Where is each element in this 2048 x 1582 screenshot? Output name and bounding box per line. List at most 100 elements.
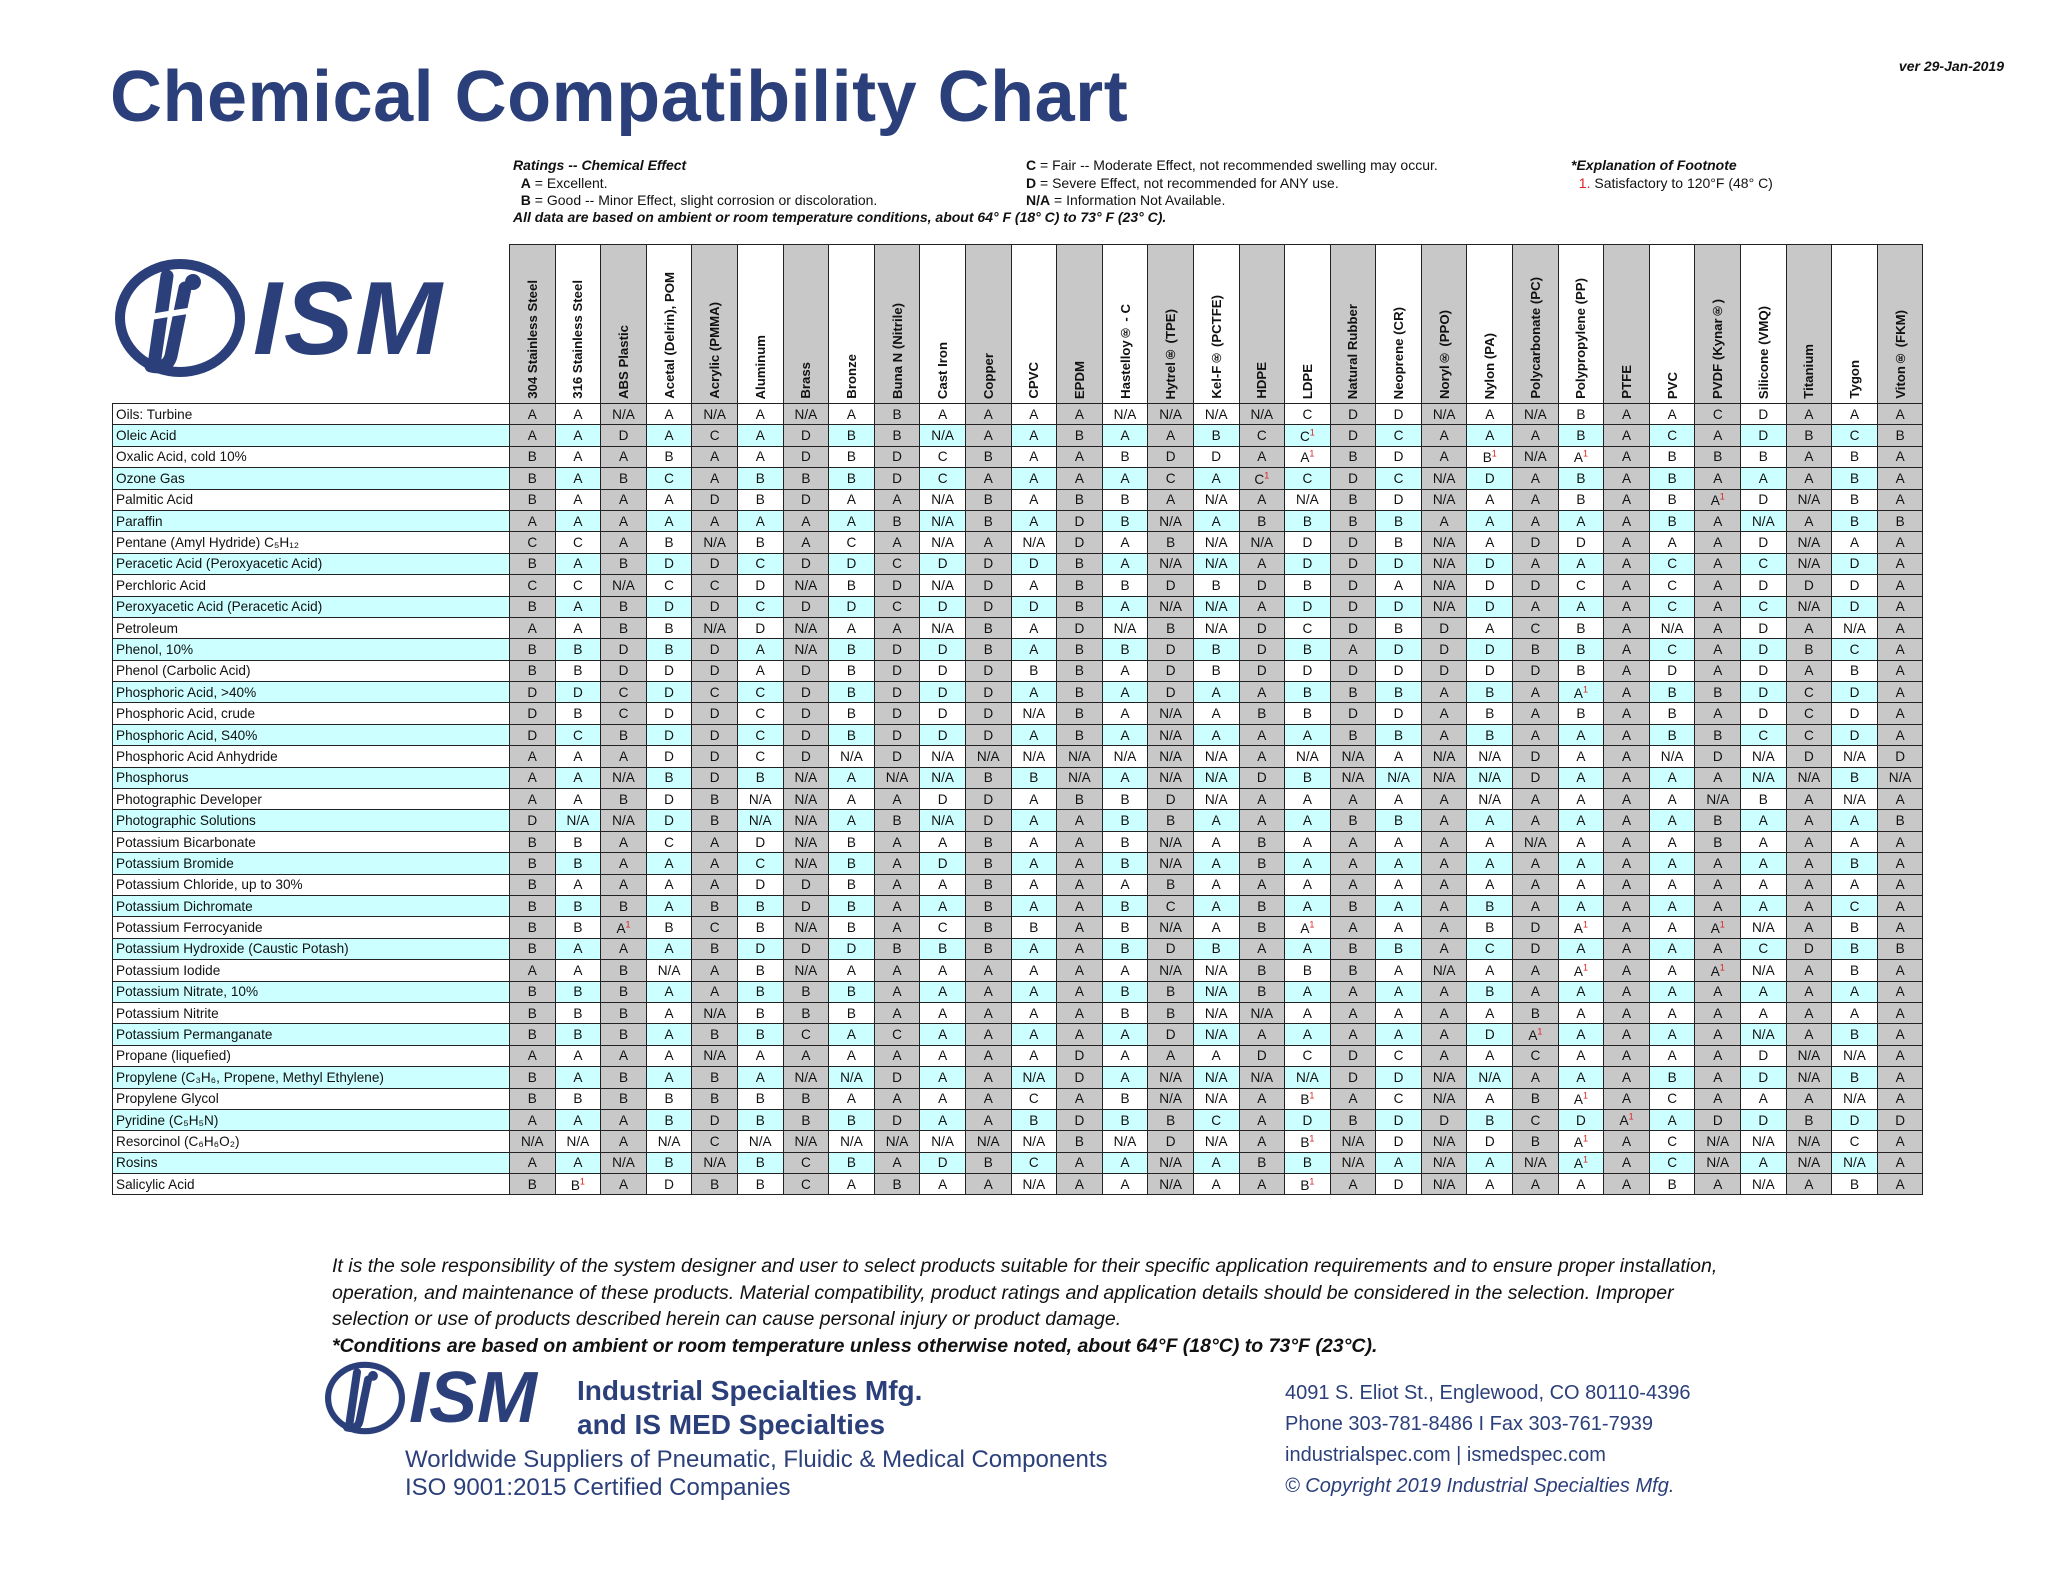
rating-cell: N/A bbox=[1420, 574, 1468, 597]
rating-cell: D bbox=[873, 702, 921, 725]
rating-cell: A bbox=[873, 531, 921, 554]
rating-cell: B bbox=[1329, 959, 1377, 982]
rating-cell: B bbox=[1101, 488, 1149, 511]
rating-cell: B bbox=[1147, 1108, 1194, 1132]
rating-cell: A bbox=[1420, 723, 1468, 747]
rating-cell: A bbox=[1557, 509, 1605, 533]
table-row: Phosphoric Acid, crude D B C D D C D B D D D N/A B A N/… bbox=[112, 702, 1924, 725]
rating-cell: A bbox=[1603, 424, 1650, 447]
rating-cell: A bbox=[645, 937, 693, 961]
rating-cell: A bbox=[964, 1087, 1012, 1110]
rating-cell: B bbox=[1831, 1023, 1878, 1046]
rating-cell: A bbox=[1557, 552, 1605, 576]
web-links[interactable]: industrialspec.com | ismedspec.com bbox=[1285, 1444, 1606, 1466]
rating-cell: B bbox=[1329, 723, 1377, 747]
rating-cell: A bbox=[1694, 531, 1742, 554]
rating-cell: B bbox=[1101, 574, 1149, 597]
rating-cell: A bbox=[1694, 638, 1742, 661]
rating-cell: A bbox=[1603, 723, 1650, 747]
rating-cell: D bbox=[782, 681, 830, 704]
rating-cell: A bbox=[1876, 531, 1924, 554]
material-header-label: Copper bbox=[980, 352, 996, 399]
material-header: LDPE bbox=[1284, 244, 1331, 404]
rating-cell: A bbox=[554, 937, 602, 961]
rating-cell: D bbox=[782, 937, 830, 961]
rating-cell: N/A bbox=[1192, 1023, 1240, 1046]
chemical-name: Potassium Permanganate bbox=[112, 1023, 510, 1046]
rating-cell: A bbox=[1512, 809, 1559, 832]
table-row: Phosphoric Acid, >40% D D C D C C D B D D D A B A D A A B B… bbox=[112, 681, 1924, 704]
rating-cell: N/A bbox=[1192, 766, 1240, 790]
rating-cell: B bbox=[1101, 830, 1149, 854]
rating-cell: A bbox=[1375, 916, 1422, 939]
rating-cell: B bbox=[1238, 509, 1286, 533]
material-header: PVDF (Kynar®) bbox=[1694, 244, 1742, 404]
material-header-label: Tygon bbox=[1847, 360, 1863, 399]
rating-cell: A bbox=[1876, 1151, 1924, 1175]
table-row: Potassium Bromide B B A A A C N/A B A D B A A B N/A A B A A… bbox=[112, 852, 1924, 875]
rating-cell: A bbox=[1329, 852, 1377, 875]
rating-cell: D bbox=[828, 595, 875, 618]
rating-cell: B bbox=[1648, 488, 1696, 511]
chemical-name: Perchloric Acid bbox=[112, 574, 510, 597]
rating-cell: A bbox=[554, 402, 602, 426]
rating-cell: B bbox=[509, 1023, 556, 1046]
rating-cell: N/A bbox=[1147, 402, 1194, 426]
rating-cell: D bbox=[1192, 445, 1240, 469]
rating-cell: C bbox=[919, 445, 966, 469]
rating-cell: A bbox=[1010, 830, 1058, 854]
rating-value: A1 bbox=[1573, 919, 1588, 936]
rating-cell: A bbox=[600, 488, 647, 511]
rating-cell: B bbox=[1648, 467, 1696, 490]
rating-cell: C1 bbox=[1284, 424, 1331, 447]
rating-cell: B bbox=[964, 937, 1012, 961]
rating-cell: A bbox=[1512, 552, 1559, 576]
rating-cell: D bbox=[645, 552, 693, 576]
rating-cell: N/A bbox=[1056, 745, 1103, 768]
rating-cell: B bbox=[691, 1087, 738, 1110]
rating-cell: D bbox=[645, 788, 693, 811]
rating-cell: B bbox=[600, 1066, 647, 1089]
rating-cell: D bbox=[509, 723, 556, 747]
rating-cell: B bbox=[1557, 488, 1605, 511]
rating-cell: C bbox=[736, 595, 784, 618]
rating-cell: D bbox=[1375, 1173, 1422, 1196]
rating-cell: B bbox=[1147, 980, 1194, 1003]
rating-cell: D bbox=[873, 681, 921, 704]
rating-cell: A bbox=[1603, 980, 1650, 1003]
rating-cell: C bbox=[1147, 467, 1194, 490]
rating-value: B1 bbox=[1300, 1133, 1315, 1150]
rating-cell: A bbox=[509, 1151, 556, 1175]
rating-cell: A bbox=[1056, 809, 1103, 832]
compatibility-table: 304 Stainless Steel 316 Stainless Steel AB… bbox=[112, 244, 1924, 1196]
rating-cell: B bbox=[509, 1001, 556, 1025]
rating-cell: A bbox=[1876, 488, 1924, 511]
rating-cell: A bbox=[1375, 873, 1422, 896]
rating-cell: A bbox=[1466, 1044, 1514, 1068]
rating-cell: D bbox=[1557, 1108, 1605, 1132]
rating-cell: A bbox=[1101, 552, 1149, 576]
rating-cell: A bbox=[1876, 1001, 1924, 1025]
rating-cell: N/A bbox=[919, 745, 966, 768]
rating-cell: B bbox=[828, 894, 875, 918]
material-header-label: EPDM bbox=[1071, 360, 1087, 399]
rating-cell: B1 bbox=[1284, 1130, 1331, 1153]
footnote-marker: 1 bbox=[1719, 962, 1725, 973]
rating-cell: A bbox=[1420, 424, 1468, 447]
rating-cell: A bbox=[554, 1066, 602, 1089]
rating-cell: A bbox=[1238, 488, 1286, 511]
rating-cell: B bbox=[600, 1087, 647, 1110]
rating-cell: C bbox=[1740, 723, 1787, 747]
material-header: CPVC bbox=[1010, 244, 1058, 404]
rating-cell: A bbox=[1557, 830, 1605, 854]
material-header-label: Cast Iron bbox=[935, 341, 951, 399]
rating-cell: A bbox=[919, 830, 966, 854]
rating-cell: A bbox=[1056, 830, 1103, 854]
rating-cell: B bbox=[1648, 723, 1696, 747]
rating-cell: B bbox=[1329, 937, 1377, 961]
rating-cell: N/A bbox=[1785, 1130, 1833, 1153]
rating-cell: A bbox=[509, 1108, 556, 1132]
rating-cell: N/A bbox=[1512, 445, 1559, 469]
rating-cell: A bbox=[1329, 1023, 1377, 1046]
rating-cell: D bbox=[1375, 702, 1422, 725]
